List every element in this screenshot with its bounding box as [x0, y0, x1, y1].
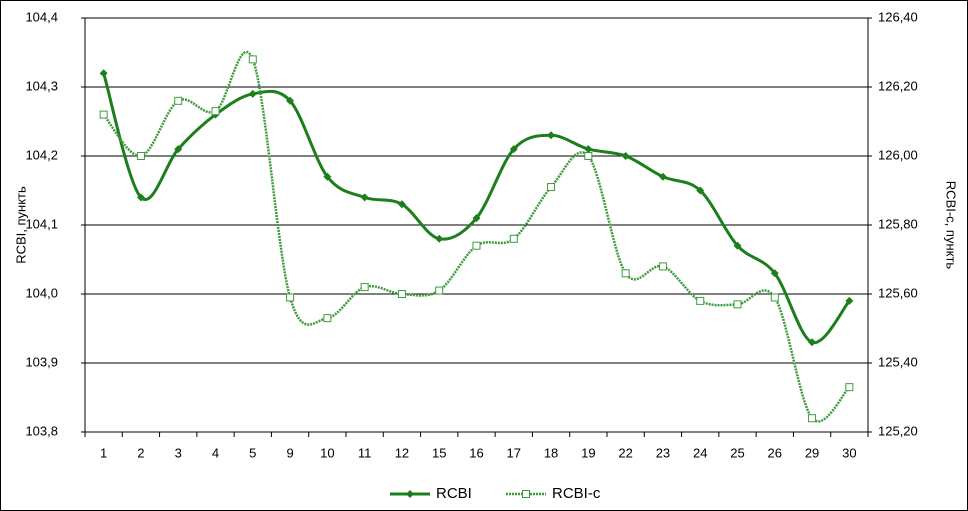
data-point	[435, 234, 444, 243]
data-point	[99, 69, 108, 78]
x-tick-label: 5	[249, 445, 256, 460]
data-point	[174, 145, 183, 154]
data-point	[658, 262, 667, 271]
y-tick-label: 104,3	[25, 78, 58, 93]
x-tick-label: 19	[581, 445, 595, 460]
x-tick-label: 10	[320, 445, 334, 460]
x-tick-label: 11	[358, 445, 372, 460]
x-tick-label: 25	[730, 445, 744, 460]
data-point	[621, 269, 630, 278]
data-point	[323, 314, 332, 323]
data-point	[472, 241, 481, 250]
y2-tick-label: 125,40	[878, 354, 918, 369]
y2-tick-label: 126,40	[878, 9, 918, 24]
data-point	[360, 283, 369, 292]
data-point	[472, 214, 481, 223]
x-tick-label: 30	[842, 445, 856, 460]
data-point	[397, 200, 406, 209]
data-point	[435, 286, 444, 295]
y2-axis-label: RCBI-c, пункть	[944, 181, 959, 270]
data-point	[770, 269, 779, 278]
data-point	[584, 152, 593, 160]
data-point	[733, 241, 742, 250]
x-tick-label: 9	[286, 445, 293, 460]
x-tick-label: 26	[768, 445, 782, 460]
x-tick-label: 18	[544, 445, 558, 460]
x-tick-label: 12	[395, 445, 409, 460]
data-point	[509, 145, 518, 154]
x-tick-label: 3	[175, 445, 182, 460]
x-tick-label: 22	[618, 445, 632, 460]
x-tick-label: 29	[805, 445, 819, 460]
legend-label: RCBI-c	[552, 485, 601, 502]
data-point	[547, 183, 556, 192]
data-point	[621, 152, 630, 160]
data-point	[584, 145, 593, 154]
data-point	[845, 383, 854, 392]
x-tick-label: 4	[212, 445, 219, 460]
data-point	[397, 290, 406, 298]
data-point	[174, 96, 183, 105]
y2-tick-label: 125,60	[878, 285, 918, 300]
y-tick-label: 104,4	[25, 9, 58, 24]
data-point	[770, 293, 779, 302]
y-tick-label: 103,9	[25, 354, 58, 369]
y-tick-label: 103,8	[25, 423, 58, 438]
y2-tick-label: 125,20	[878, 423, 918, 438]
y-tick-label: 104,0	[25, 285, 58, 300]
data-point	[696, 186, 705, 195]
data-point	[136, 193, 145, 202]
data-point	[248, 89, 257, 98]
data-point	[696, 296, 705, 305]
x-tick-label: 2	[137, 445, 144, 460]
data-point	[323, 172, 332, 181]
x-tick-label: 23	[656, 445, 670, 460]
legend-marker	[406, 490, 414, 498]
data-point	[808, 414, 817, 423]
data-point	[509, 234, 518, 243]
data-point	[211, 107, 220, 116]
y-axis-label: RCBI, пункть	[13, 186, 28, 264]
x-tick-label: 24	[693, 445, 707, 460]
x-tick-label: 1	[100, 445, 107, 460]
data-point	[286, 293, 295, 302]
y2-tick-label: 126,00	[878, 147, 918, 162]
data-point	[360, 193, 369, 202]
data-point	[658, 172, 667, 181]
data-point	[286, 96, 295, 105]
legend-marker	[522, 490, 530, 498]
y2-tick-label: 125,80	[878, 216, 918, 231]
x-tick-label: 16	[469, 445, 483, 460]
data-point	[248, 55, 257, 64]
x-tick-label: 15	[432, 445, 446, 460]
data-point	[733, 300, 742, 309]
data-point	[845, 296, 854, 305]
data-point	[136, 152, 145, 160]
legend-label: RCBI	[436, 485, 472, 502]
y-tick-label: 104,2	[25, 147, 58, 162]
y2-tick-label: 126,20	[878, 78, 918, 93]
data-point	[547, 131, 556, 140]
x-tick-label: 17	[507, 445, 521, 460]
y-tick-label: 104,1	[25, 216, 58, 231]
data-point	[99, 110, 108, 119]
data-point	[808, 338, 817, 347]
